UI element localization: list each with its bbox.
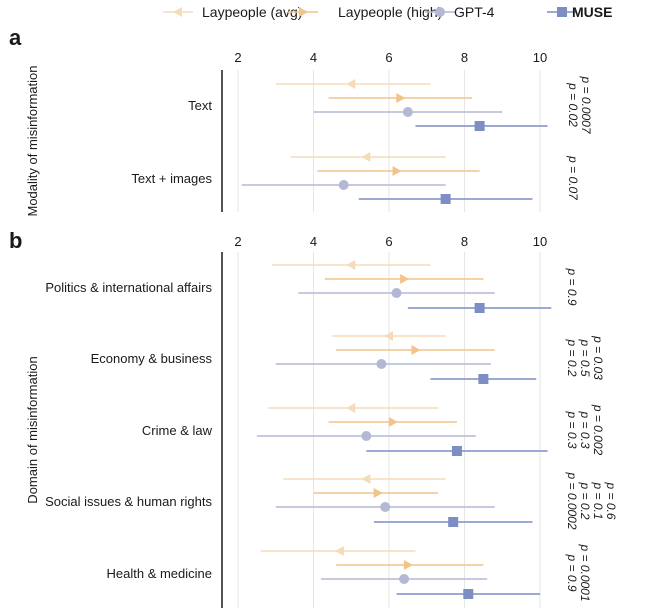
y-axis-label: Domain of misinformation: [25, 356, 40, 503]
category-label-economy-business: Economy & business: [91, 351, 213, 366]
legend-marker-laypeople-avg: [173, 7, 182, 17]
panel-label: b: [9, 228, 22, 253]
point-gpt-4: [399, 574, 410, 584]
p-value-annotation: p = 0.03: [591, 335, 605, 380]
point-laypeople-high: [396, 93, 406, 103]
legend-label-muse: MUSE: [572, 4, 612, 20]
point-gpt-4: [376, 359, 387, 369]
x-tick-label: 8: [461, 50, 468, 65]
point-gpt-4: [361, 431, 372, 441]
point-gpt-4: [380, 502, 391, 512]
x-tick-label: 8: [461, 234, 468, 249]
legend-label-gpt-4: GPT-4: [454, 4, 495, 20]
legend-label-laypeople-avg: Laypeople (avg): [202, 4, 302, 20]
point-laypeople-high: [400, 274, 410, 284]
p-value-annotation: p = 0.9: [565, 553, 579, 591]
category-label-health-medicine: Health & medicine: [107, 566, 213, 581]
x-tick-label: 6: [385, 234, 392, 249]
point-laypeople-high: [373, 488, 383, 498]
point-laypeople-avg: [346, 79, 356, 89]
p-value-annotation: p = 0.07: [566, 155, 580, 201]
panel-label: a: [9, 25, 22, 50]
legend-label-laypeople-high: Laypeople (high): [338, 4, 442, 20]
point-gpt-4: [338, 180, 349, 190]
panel-b-domain: b 2 4 6 8 10 Domain of misinformation Politics …: [9, 228, 618, 608]
point-gpt-4: [391, 288, 402, 298]
point-laypeople-avg: [384, 331, 393, 341]
point-muse: [474, 121, 485, 131]
y-axis-label: Modality of misinformation: [25, 66, 40, 217]
point-muse: [474, 303, 485, 313]
x-tick-label: 10: [533, 50, 547, 65]
category-label-politics-international-affairs: Politics & international affairs: [45, 280, 212, 295]
legend: Laypeople (avg) Laypeople (high) GPT-4 MUSE: [163, 4, 612, 20]
category-label-social-issues-human-rights: Social issues & human rights: [45, 494, 212, 509]
point-laypeople-avg: [334, 546, 344, 556]
point-laypeople-high: [403, 560, 413, 570]
p-value-annotation: p = 0.2: [578, 481, 592, 519]
panel-a-modality: a 2 4 6 8 10 Modality of misinformation Text Tex…: [9, 25, 593, 217]
category-label-text: Text: [188, 98, 212, 113]
category-label-text-images: Text + images: [131, 171, 212, 186]
p-value-annotation: p = 0.002: [591, 404, 605, 456]
point-laypeople-high: [392, 166, 402, 176]
point-laypeople-high: [411, 345, 421, 355]
point-muse: [451, 446, 462, 456]
x-tick-label: 2: [234, 50, 241, 65]
x-tick-label: 6: [385, 50, 392, 65]
p-value-annotation: p = 0.5: [578, 338, 592, 376]
point-laypeople-avg: [346, 260, 356, 270]
p-value-annotation: p = 0.0002: [565, 471, 579, 529]
p-value-annotation: p = 0.6: [604, 481, 618, 519]
point-muse: [478, 374, 489, 384]
p-value-annotation: p = 0.2: [565, 338, 579, 376]
x-tick-label: 10: [533, 234, 547, 249]
point-muse: [440, 194, 451, 204]
point-muse: [448, 517, 459, 527]
legend-marker-gpt-4: [435, 7, 445, 17]
p-value-annotation: p = 0.3: [565, 410, 579, 448]
x-tick-label: 2: [234, 234, 241, 249]
x-tick-label: 4: [310, 234, 317, 249]
x-tick-label: 4: [310, 50, 317, 65]
legend-marker-laypeople-high: [299, 7, 308, 17]
point-laypeople-avg: [346, 403, 356, 413]
p-value-annotation: p = 0.0007: [579, 75, 593, 134]
p-value-annotation: p = 0.3: [578, 410, 592, 448]
p-value-annotation: p = 0.1: [591, 481, 605, 519]
legend-marker-muse: [557, 7, 567, 17]
point-laypeople-high: [388, 417, 398, 427]
p-value-annotation: p = 0.02: [566, 82, 580, 127]
point-laypeople-avg: [361, 152, 371, 162]
point-muse: [463, 589, 474, 599]
point-gpt-4: [402, 107, 413, 117]
category-label-crime-law: Crime & law: [142, 423, 213, 438]
point-laypeople-avg: [361, 474, 371, 484]
p-value-annotation: p = 0.9: [565, 267, 579, 305]
p-value-annotation: p = 0.0001: [578, 543, 592, 601]
